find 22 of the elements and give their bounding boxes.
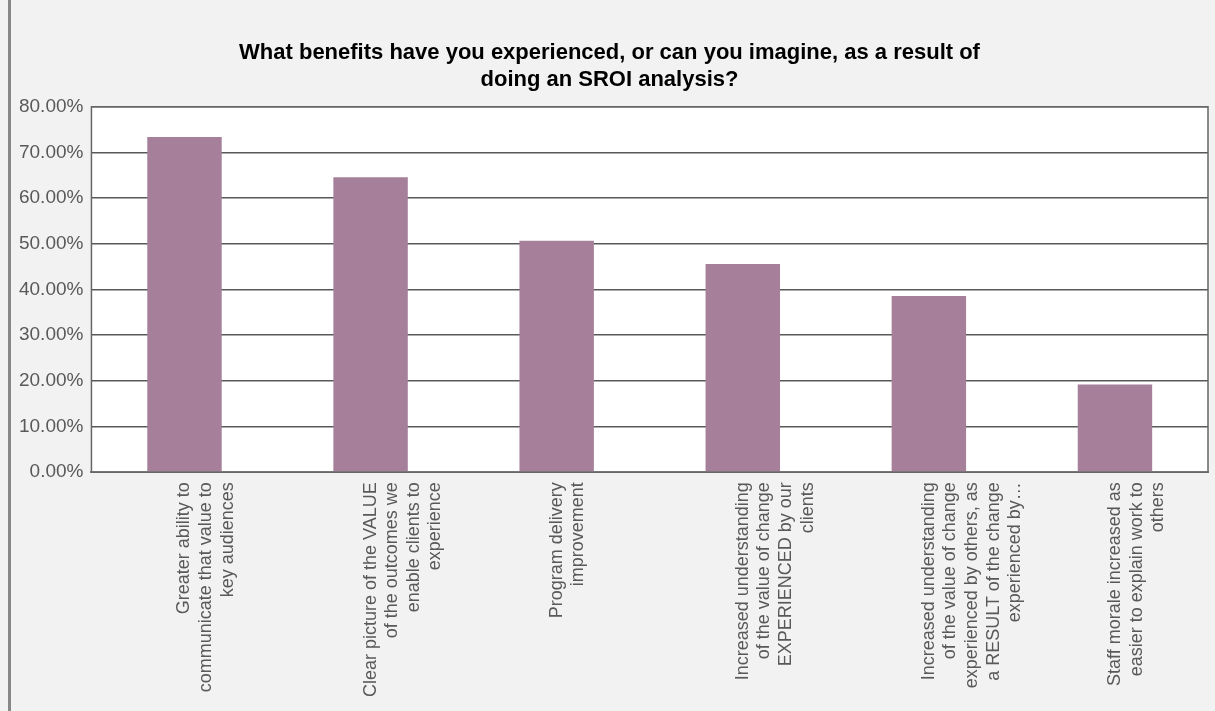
x-tick-label: Clear picture of the VALUE of the outcomes we enable clients to experience [359, 482, 445, 698]
y-tick-label: 50.00% [18, 232, 84, 254]
bar [1077, 384, 1153, 472]
y-tick-label: 30.00% [18, 323, 84, 345]
y-tick-label: 80.00% [18, 95, 84, 117]
bar [891, 295, 967, 472]
bar [147, 136, 222, 472]
chart-title: What benefits have you experienced, or can you imagine, as a result of doing an SROI analysis? [239, 39, 981, 91]
y-tick-label: 20.00% [18, 369, 84, 391]
y-tick-label: 70.00% [18, 140, 84, 162]
x-tick-label: Increased understanding of the value of change EXPERIENCED by our clients [731, 482, 817, 681]
bar [333, 177, 408, 472]
bar [705, 263, 780, 472]
y-tick-label: 60.00% [18, 186, 84, 208]
bar [519, 240, 594, 472]
y-tick-label: 10.00% [18, 414, 84, 436]
x-tick-label: Increased understanding of the value of change experienced by others, as a RESULT of the change experienced by… [917, 482, 1025, 689]
x-tick-label: Staff morale increased as easier to explain work to others [1103, 482, 1168, 687]
y-tick-label: 0.00% [29, 460, 84, 482]
x-tick-label: Greater ability to communicate that value to key audiences [173, 482, 237, 693]
y-tick-label: 40.00% [18, 277, 84, 299]
x-tick-label: Program delivery improvement [545, 482, 588, 619]
